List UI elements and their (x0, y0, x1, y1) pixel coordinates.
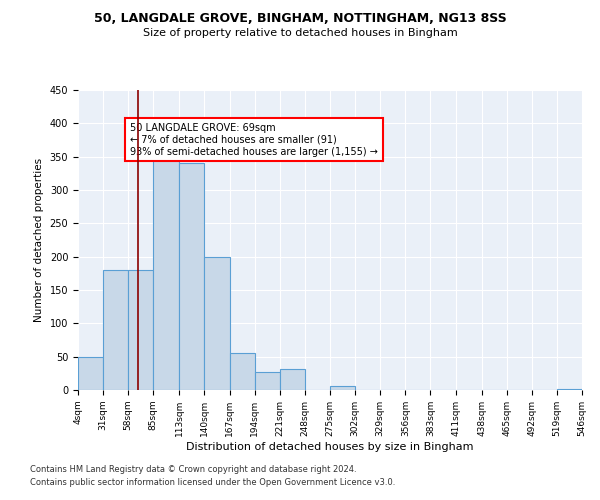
Y-axis label: Number of detached properties: Number of detached properties (34, 158, 44, 322)
Text: Contains HM Land Registry data © Crown copyright and database right 2024.: Contains HM Land Registry data © Crown c… (30, 466, 356, 474)
Text: Size of property relative to detached houses in Bingham: Size of property relative to detached ho… (143, 28, 457, 38)
Text: 50 LANGDALE GROVE: 69sqm
← 7% of detached houses are smaller (91)
93% of semi-de: 50 LANGDALE GROVE: 69sqm ← 7% of detache… (130, 124, 378, 156)
Bar (103, 270, 128, 390)
Bar (205, 256, 230, 390)
Text: 50, LANGDALE GROVE, BINGHAM, NOTTINGHAM, NG13 8SS: 50, LANGDALE GROVE, BINGHAM, NOTTINGHAM,… (94, 12, 506, 26)
Text: Distribution of detached houses by size in Bingham: Distribution of detached houses by size … (186, 442, 474, 452)
Bar (280, 368, 305, 390)
Bar (128, 270, 154, 390)
Bar (254, 372, 280, 390)
Bar (330, 386, 355, 390)
Bar (78, 356, 103, 390)
Text: Contains public sector information licensed under the Open Government Licence v3: Contains public sector information licen… (30, 478, 395, 487)
Bar (230, 354, 254, 390)
Bar (179, 164, 205, 390)
Bar (154, 146, 179, 390)
